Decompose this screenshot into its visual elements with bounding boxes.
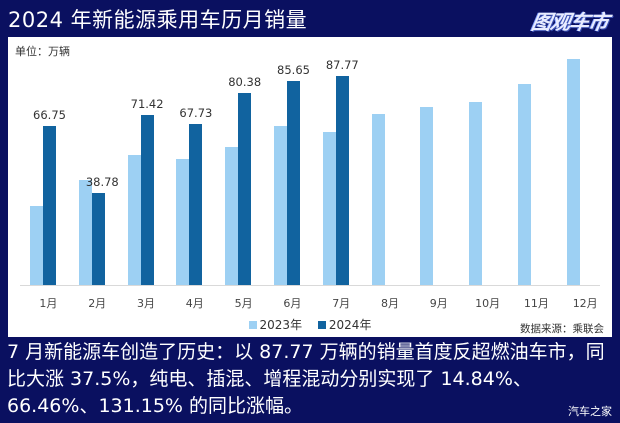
bar-2023 [322,132,336,285]
data-label: 85.65 [277,62,310,77]
bar-2023 [371,114,385,285]
bar-group: 67.73 [166,37,215,285]
bar-2023 [127,154,141,285]
bar-group: 80.38 [215,37,264,285]
data-label: 67.73 [179,105,213,120]
bar-group: 87.77 [313,37,362,285]
bar-group: 85.65 [264,37,313,285]
x-tick-label: 5月 [234,297,253,310]
data-source-label: 数据来源：乘联会 [520,323,604,335]
bar-2023 [469,102,483,285]
bar-2024 [91,192,105,285]
legend-swatch-2023 [248,321,257,329]
bar-group [508,37,557,285]
chart-panel: 单位：万辆 66.75 38.78 71.42 67.73 80.38 85.65 87.7… [8,37,612,337]
bar-2023 [78,180,92,285]
bar-group [557,37,606,285]
x-tick-label: 3月 [136,297,155,310]
unit-label: 单位：万辆 [15,45,70,58]
caption-text: 7 月新能源车创造了历史：以 87.77 万辆的销量首度反超燃油车市，同比大涨 … [7,341,605,417]
legend-swatch-2024 [317,321,326,329]
bar-2024 [189,123,203,285]
x-tick-label: 8月 [380,297,399,310]
x-tick-label: 1月 [39,297,58,310]
bar-group [459,37,508,285]
bar-2023 [420,107,434,285]
data-label: 71.42 [130,96,164,111]
data-label: 80.38 [228,75,262,90]
bar-2024 [140,114,154,285]
x-tick-label: 12月 [572,297,598,310]
x-tick-label: 9月 [429,297,448,310]
brand-logo: 图观车市 [529,10,610,34]
x-tick-label: 2月 [88,297,107,310]
bar-2023 [274,126,287,285]
bar-2024 [335,75,349,285]
x-tick-label: 6月 [283,297,302,310]
x-tick-label: 7月 [332,297,351,310]
data-label: 66.75 [33,107,66,122]
x-axis-line [20,285,600,286]
x-axis-labels: 1月 2月 3月 4月 5月 6月 7月 8月 9月 10月 11月 12月 [20,295,606,311]
legend-item-2024: 2024年 [317,318,371,332]
x-tick-label: 11月 [523,297,549,310]
legend-item-2023: 2023年 [248,318,302,332]
data-label: 38.78 [85,174,119,189]
plot-area: 66.75 38.78 71.42 67.73 80.38 85.65 87.77 [20,37,606,285]
bar-group: 38.78 [69,37,119,285]
bar-2023 [176,159,190,285]
x-tick-label: 4月 [185,297,204,310]
legend: 2023年 2024年 [8,316,612,333]
bar-2023 [518,84,531,285]
bar-group [362,37,411,285]
x-tick-label: 10月 [475,297,501,310]
bar-2023 [225,146,239,285]
bar-2024 [287,80,300,285]
bar-group [410,37,459,285]
bar-2024 [238,93,252,285]
bar-2024 [43,125,56,285]
bar-2023 [30,205,43,285]
bar-group: 66.75 [20,37,69,285]
bar-group: 71.42 [118,37,167,285]
bar-2023 [566,59,580,285]
chart-title: 2024 年新能源乘用车历月销量 [8,8,308,32]
data-label: 87.77 [325,57,359,72]
watermark: 汽车之家 [568,405,612,418]
